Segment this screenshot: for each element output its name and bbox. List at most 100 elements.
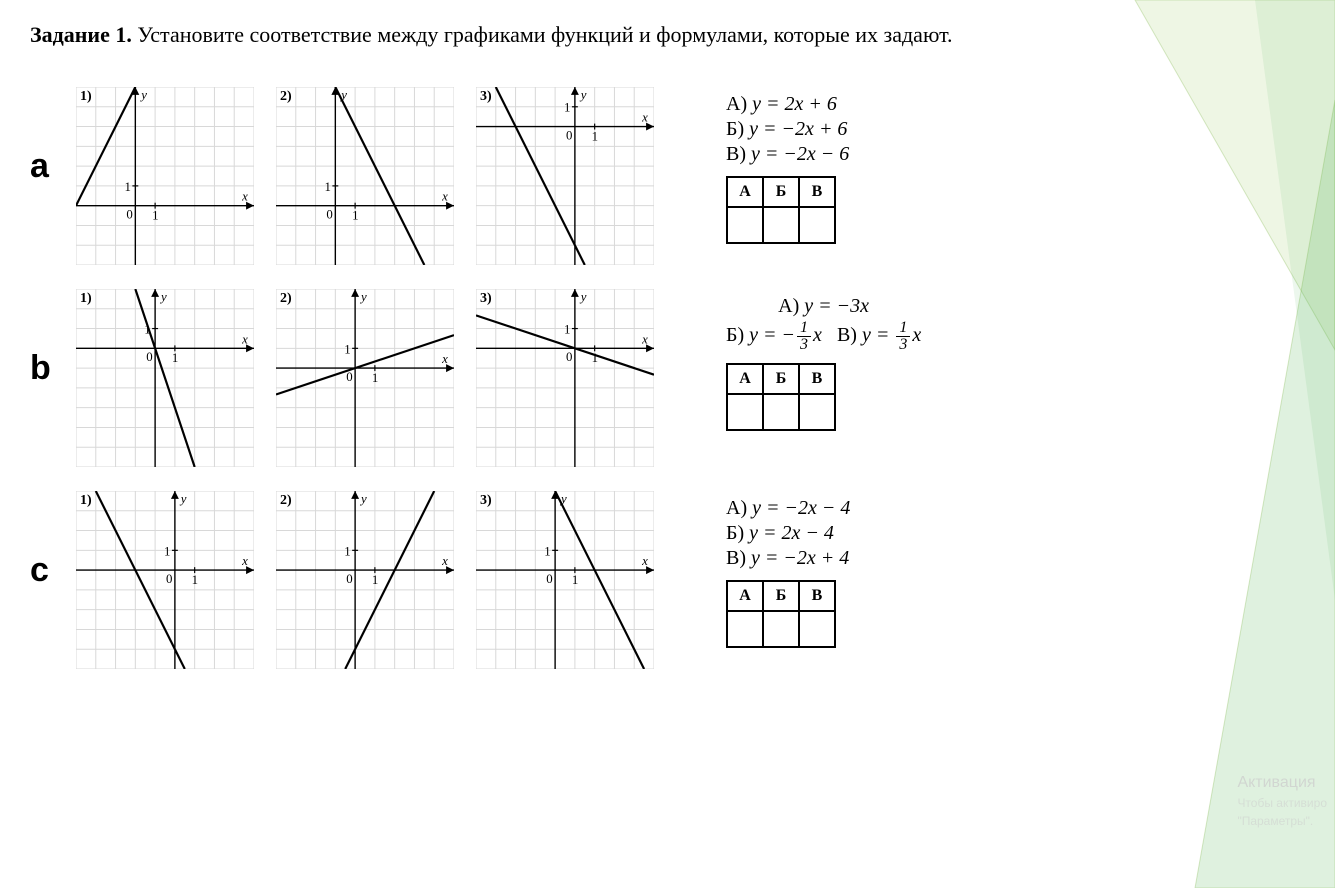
svg-text:1: 1	[172, 351, 178, 365]
svg-text:y: y	[579, 290, 587, 304]
formulas-and-answer: А) y = −3xБ) y = −13x В) y = 13x АБВ	[726, 289, 921, 431]
watermark-line2: Чтобы активиро	[1237, 796, 1327, 810]
svg-text:0: 0	[166, 572, 172, 586]
graph-number: 3)	[480, 291, 492, 307]
answer-header-cell: Б	[763, 364, 799, 394]
svg-text:1: 1	[152, 208, 158, 222]
graph-number: 2)	[280, 493, 292, 509]
svg-text:1: 1	[344, 342, 350, 356]
svg-text:y: y	[359, 290, 367, 304]
svg-text:1: 1	[572, 573, 578, 587]
answer-header-cell: А	[727, 177, 763, 207]
answer-blank-cell	[727, 394, 763, 430]
svg-text:0: 0	[546, 572, 552, 586]
answer-table: АБВ	[726, 363, 836, 431]
graph: 3)011xy	[476, 87, 654, 265]
svg-text:y: y	[579, 88, 587, 102]
svg-text:1: 1	[544, 544, 550, 558]
svg-text:1: 1	[372, 573, 378, 587]
answer-header-cell: В	[799, 364, 835, 394]
svg-text:x: x	[241, 554, 248, 568]
formulas-and-answer: А) y = −2x − 4Б) y = 2x − 4В) y = −2x + …	[726, 491, 850, 648]
answer-header-cell: Б	[763, 177, 799, 207]
answer-header-cell: А	[727, 364, 763, 394]
task-heading: Задание 1. Установите соответствие между…	[30, 20, 1305, 51]
svg-text:x: x	[241, 190, 248, 204]
graph: 2) 0 1 1 x y	[276, 289, 454, 467]
svg-text:0: 0	[566, 350, 572, 364]
answer-blank-cell	[763, 207, 799, 243]
answer-header-cell: В	[799, 177, 835, 207]
graphs-group: 1)011xy2)011xy3)011xy	[76, 491, 654, 669]
svg-text:x: x	[441, 352, 448, 366]
answer-blank-cell	[799, 394, 835, 430]
graphs-group: 1)011xy2)011xy3)011xy	[76, 289, 654, 467]
svg-text:1: 1	[164, 544, 170, 558]
svg-text:1: 1	[344, 544, 350, 558]
svg-text:1: 1	[372, 371, 378, 385]
graph: 3)011xy	[476, 491, 654, 669]
graph-number: 1)	[80, 89, 92, 105]
exercise-row: b1)011xy2)011xy3)011xyА) y = −3xБ) y = −…	[30, 289, 1305, 467]
svg-text:x: x	[641, 110, 648, 124]
task-label: Задание 1.	[30, 22, 132, 47]
row-letter: c	[30, 551, 64, 590]
answer-header-cell: В	[799, 581, 835, 611]
graph: 2) 0 1 1 x y	[276, 491, 454, 669]
svg-text:x: x	[441, 190, 448, 204]
svg-text:y: y	[179, 492, 187, 506]
svg-text:0: 0	[566, 128, 572, 142]
answer-table: АБВ	[726, 580, 836, 648]
svg-text:x: x	[641, 554, 648, 568]
graph: 1) 0 1 1 x y	[76, 87, 254, 265]
activation-watermark: Активация Чтобы активиро "Параметры".	[1237, 774, 1327, 828]
task-text: Установите соответствие между графиками …	[137, 22, 952, 47]
answer-header-cell: Б	[763, 581, 799, 611]
graphs-group: 1)011xy2)011xy3)011xy	[76, 87, 654, 265]
svg-text:0: 0	[126, 207, 132, 221]
svg-text:1: 1	[352, 208, 358, 222]
graph-number: 1)	[80, 291, 92, 307]
graph-number: 3)	[480, 493, 492, 509]
svg-text:0: 0	[346, 572, 352, 586]
answer-blank-cell	[727, 611, 763, 647]
exercise-row: c1)011xy2)011xy3)011xyА) y = −2x − 4Б) y…	[30, 491, 1305, 669]
answer-blank-cell	[799, 611, 835, 647]
svg-text:0: 0	[146, 350, 152, 364]
svg-text:x: x	[441, 554, 448, 568]
row-letter: b	[30, 349, 64, 388]
svg-text:x: x	[641, 332, 648, 346]
graph-number: 2)	[280, 89, 292, 105]
graph: 3)011xy	[476, 289, 654, 467]
svg-text:y: y	[359, 492, 367, 506]
graph: 1) 0 1 1 x y	[76, 491, 254, 669]
svg-text:0: 0	[326, 207, 332, 221]
watermark-line1: Активация	[1237, 774, 1327, 792]
exercise-row: a1)011xy2)011xy3)011xyА) y = 2x + 6Б) y …	[30, 87, 1305, 265]
watermark-line3: "Параметры".	[1237, 814, 1327, 828]
formula-list: А) y = −2x − 4Б) y = 2x − 4В) y = −2x + …	[726, 497, 850, 570]
graph-number: 1)	[80, 493, 92, 509]
svg-text:1: 1	[592, 129, 598, 143]
formula-list: А) y = 2x + 6Б) y = −2x + 6В) y = −2x − …	[726, 93, 849, 166]
svg-text:0: 0	[346, 370, 352, 384]
svg-text:y: y	[139, 88, 147, 102]
graph: 2)011xy	[276, 87, 454, 265]
svg-text:1: 1	[192, 573, 198, 587]
answer-table: АБВ	[726, 176, 836, 244]
svg-text:y: y	[159, 290, 167, 304]
formulas-and-answer: А) y = 2x + 6Б) y = −2x + 6В) y = −2x − …	[726, 87, 849, 244]
formula-list: А) y = −3xБ) y = −13x В) y = 13x	[726, 295, 921, 353]
answer-blank-cell	[763, 611, 799, 647]
answer-blank-cell	[727, 207, 763, 243]
svg-text:1: 1	[564, 322, 570, 336]
svg-text:1: 1	[124, 180, 130, 194]
svg-text:x: x	[241, 332, 248, 346]
answer-header-cell: А	[727, 581, 763, 611]
svg-text:1: 1	[564, 101, 570, 115]
answer-blank-cell	[799, 207, 835, 243]
graph-number: 2)	[280, 291, 292, 307]
svg-text:1: 1	[324, 180, 330, 194]
row-letter: a	[30, 147, 64, 186]
graph: 1)011xy	[76, 289, 254, 467]
